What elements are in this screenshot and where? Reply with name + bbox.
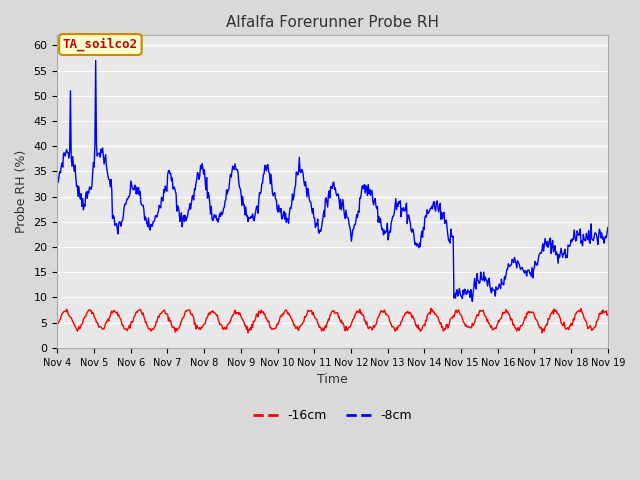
-16cm <box>244 330 252 336</box>
-16cm <box>604 312 612 317</box>
-16cm <box>120 325 128 331</box>
-8cm <box>417 244 424 250</box>
-8cm <box>63 149 71 155</box>
-8cm <box>54 174 61 180</box>
-16cm <box>54 320 61 325</box>
-8cm <box>401 208 408 214</box>
-8cm <box>177 215 184 221</box>
-16cm <box>205 310 213 316</box>
Y-axis label: Probe RH (%): Probe RH (%) <box>15 150 28 233</box>
Title: Alfalfa Forerunner Probe RH: Alfalfa Forerunner Probe RH <box>226 15 439 30</box>
Text: TA_soilco2: TA_soilco2 <box>63 38 138 51</box>
Line: -16cm: -16cm <box>58 308 608 333</box>
Legend: -16cm, -8cm: -16cm, -8cm <box>248 404 417 427</box>
-8cm <box>121 201 129 207</box>
-16cm <box>577 305 585 311</box>
-16cm <box>401 313 408 319</box>
-8cm <box>92 58 99 63</box>
-16cm <box>176 323 184 328</box>
-16cm <box>63 308 71 313</box>
-8cm <box>206 200 214 206</box>
-8cm <box>468 299 476 304</box>
Line: -8cm: -8cm <box>58 60 608 301</box>
X-axis label: Time: Time <box>317 373 348 386</box>
-16cm <box>417 328 424 334</box>
-8cm <box>604 225 612 230</box>
